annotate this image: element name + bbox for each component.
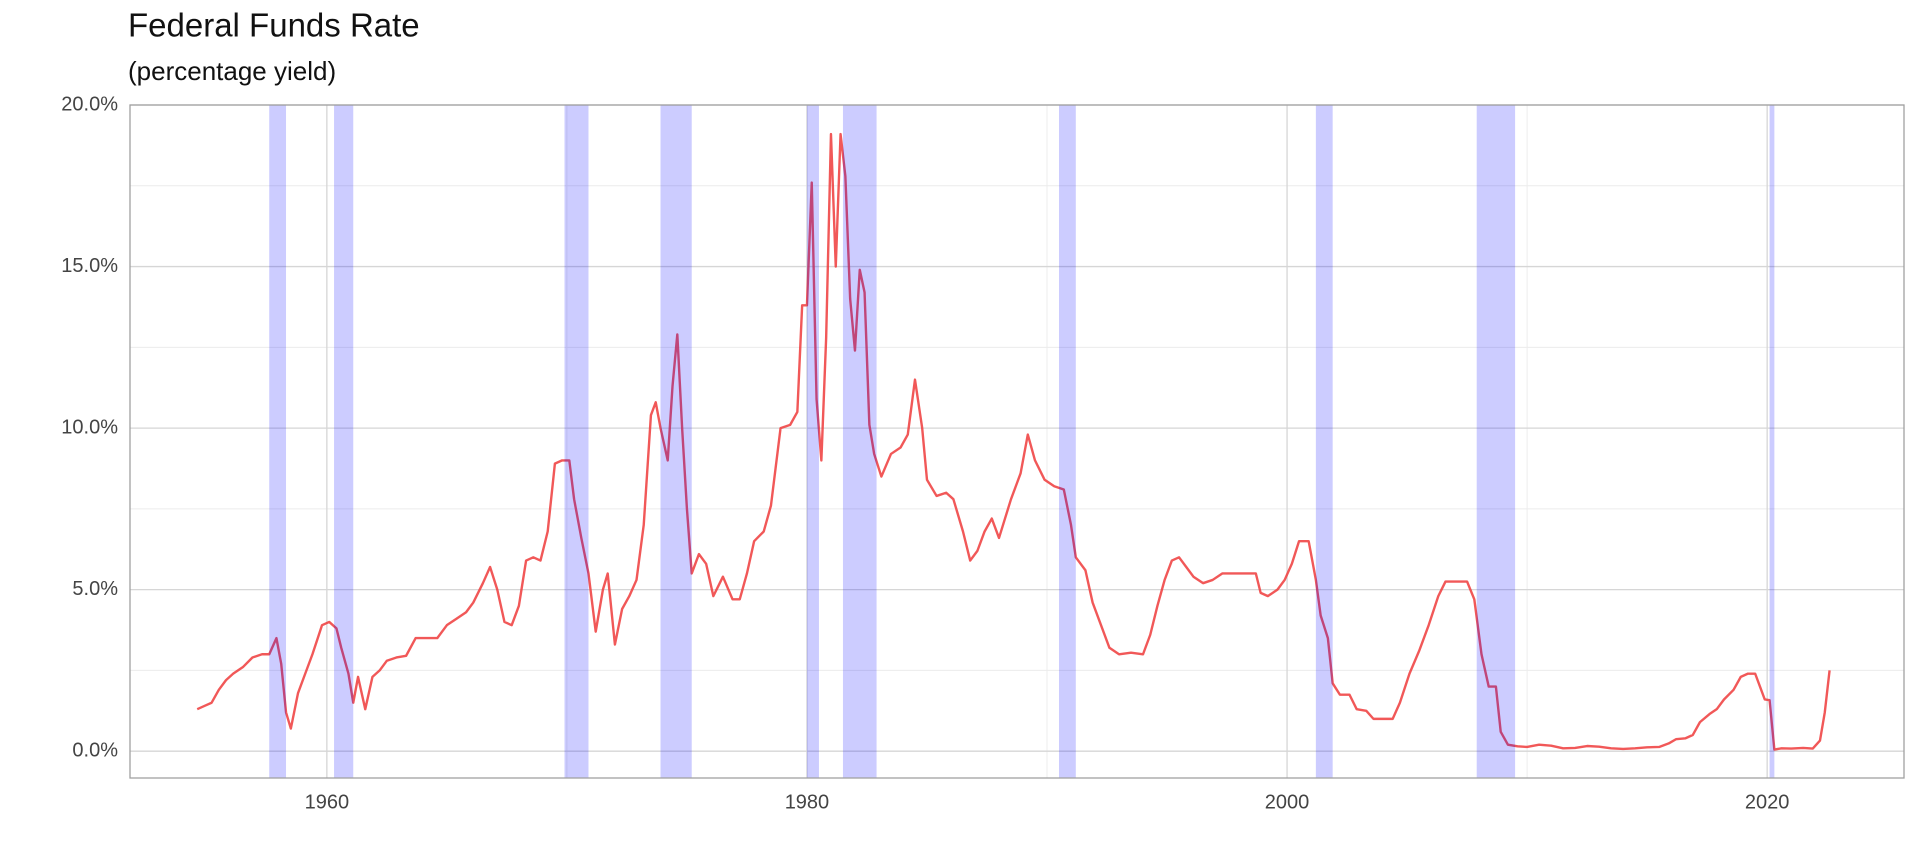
y-tick-label: 20.0% [61,93,118,115]
y-tick-label: 5.0% [72,578,118,600]
recession-band [660,105,692,778]
recession-band [1476,105,1516,778]
recession-band [842,105,877,778]
recession-band [1059,105,1076,778]
x-tick-label: 2020 [1745,791,1790,813]
recession-band [334,105,354,778]
x-tick-label: 1960 [305,791,350,813]
recession-band [269,105,287,778]
y-tick-label: 15.0% [61,255,118,277]
plot-frame [129,104,1905,779]
rate-line [196,132,1831,751]
recession-band [1769,105,1775,778]
y-tick-label: 0.0% [72,739,118,761]
recession-band [1315,105,1333,778]
recession-band [806,105,819,778]
chart-subtitle: (percentage yield) [128,56,336,86]
y-tick-label: 10.0% [61,416,118,438]
chart-title: Federal Funds Rate [128,7,420,44]
x-tick-label: 1980 [785,791,830,813]
recession-band [564,105,589,778]
x-tick-label: 2000 [1265,791,1310,813]
